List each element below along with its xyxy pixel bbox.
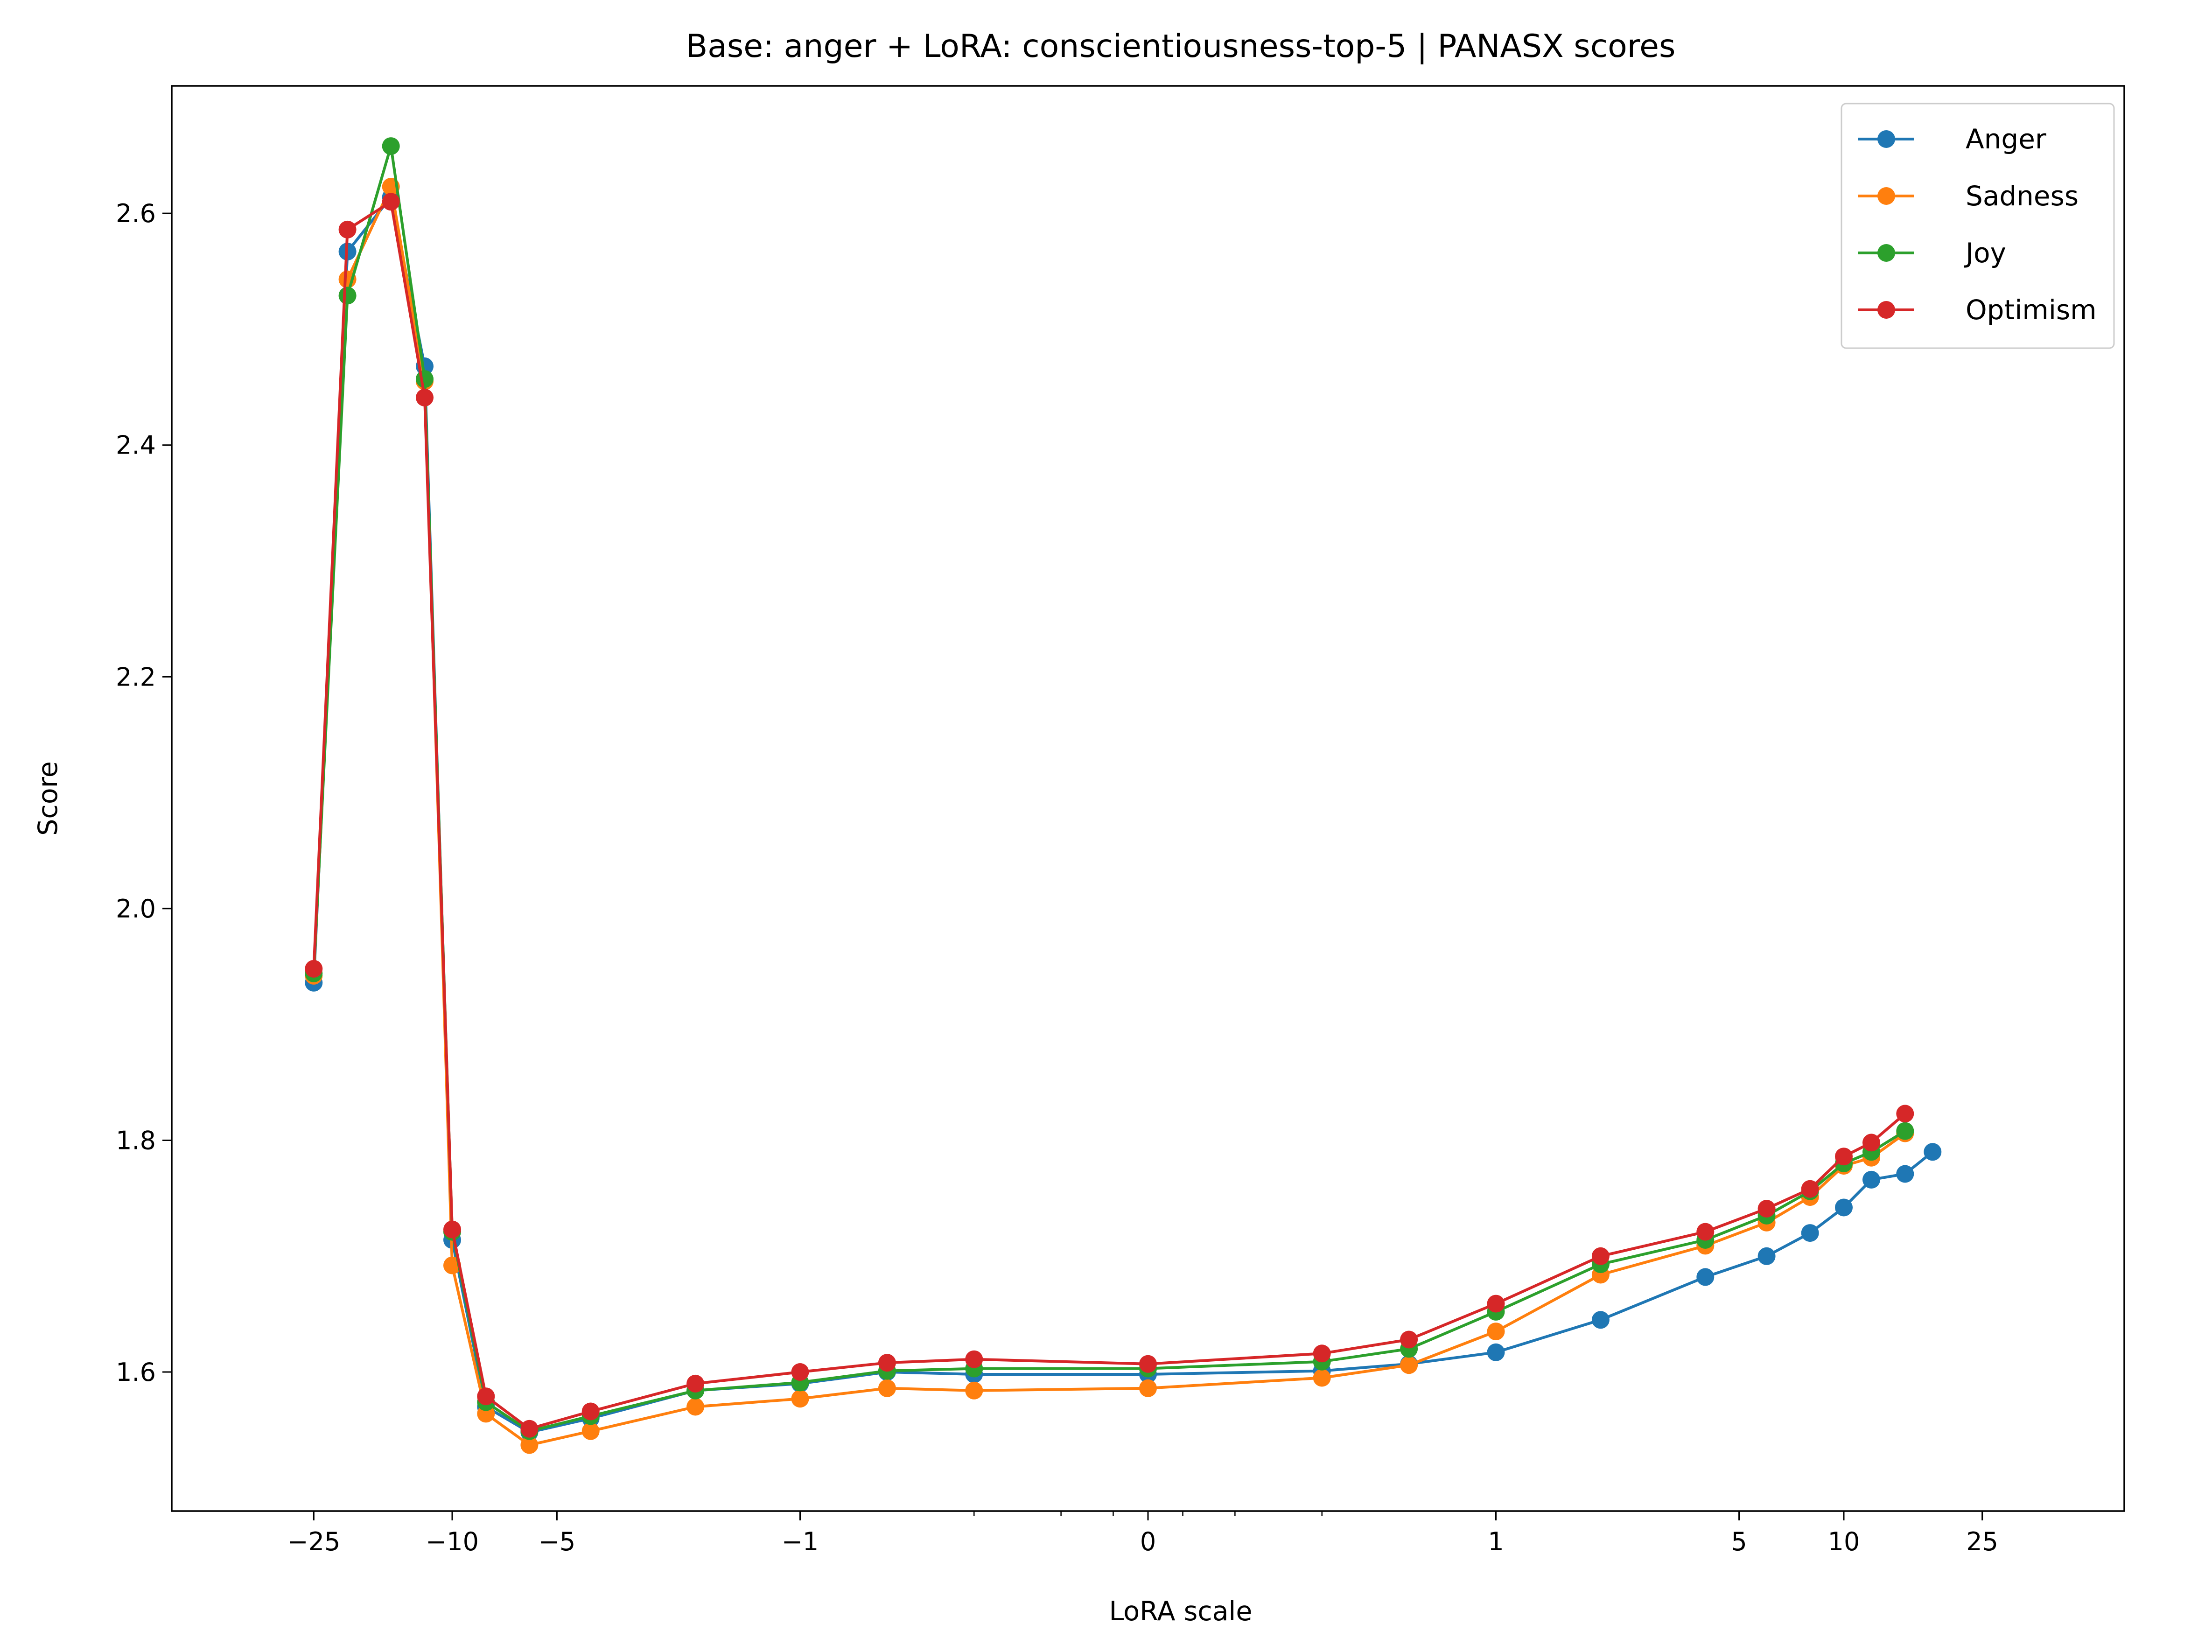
plot-frame [171,85,2125,1512]
data-point [1862,1170,1880,1189]
legend-marker [1877,244,1895,262]
data-point [791,1363,809,1381]
data-point [1591,1247,1610,1265]
data-point [520,1436,539,1454]
data-point [1835,1198,1853,1217]
x-tick-label: 25 [1966,1527,1998,1556]
x-tick-label: 5 [1731,1527,1747,1556]
data-point [1487,1343,1505,1361]
data-point [382,193,400,211]
x-axis-ticks: −25 −10 −5 −1 0 1 5 10 25 [287,1511,1998,1556]
y-tick-label: 1.8 [116,1126,156,1155]
data-point [1835,1148,1853,1166]
data-point [1139,1355,1157,1373]
x-tick-label: −5 [539,1527,576,1556]
data-point [965,1350,983,1368]
data-point [1400,1356,1418,1374]
legend-item: Optimism [1858,294,2097,326]
data-point [1400,1330,1418,1349]
data-point [382,137,400,155]
data-point [1313,1369,1331,1387]
chart-title: Base: anger + LoRA: conscientiousness-to… [686,28,1676,65]
series-optimism [305,193,1914,1438]
data-point [686,1398,705,1416]
data-point [520,1420,539,1438]
x-tick-label: −25 [287,1527,340,1556]
data-point [878,1354,896,1372]
data-point [1801,1224,1819,1242]
data-point [338,220,357,238]
legend-label: Anger [1966,123,2046,155]
data-point [1896,1165,1914,1183]
y-axis-label: Score [33,761,63,836]
data-point [1313,1344,1331,1363]
data-point [338,287,357,305]
data-point [1924,1143,1942,1161]
x-tick-label: −1 [782,1527,819,1556]
legend-item: Joy [1858,237,2006,269]
data-point [1896,1105,1914,1123]
legend-label: Sadness [1966,180,2079,212]
x-tick-label: 0 [1140,1527,1156,1556]
data-point [1487,1323,1505,1341]
data-point [791,1390,809,1408]
data-point [965,1381,983,1400]
legend-label: Joy [1964,237,2006,269]
data-point [477,1387,495,1406]
data-point [416,388,434,406]
data-point [581,1422,600,1440]
legend: Anger Sadness Joy Optimism [1841,103,2115,349]
data-point [1487,1295,1505,1313]
data-point [305,960,323,978]
data-point [1591,1311,1610,1329]
x-axis-label: LoRA scale [1109,1596,1253,1627]
data-point [1862,1134,1880,1152]
y-tick-label: 2.6 [116,199,156,228]
y-tick-label: 2.2 [116,662,156,692]
legend-marker [1877,301,1895,319]
x-tick-label: −10 [426,1527,479,1556]
y-tick-label: 1.6 [116,1358,156,1387]
x-tick-label: 10 [1828,1527,1860,1556]
data-point [1696,1223,1715,1241]
legend-label: Optimism [1966,294,2097,326]
data-point [1139,1379,1157,1397]
legend-marker [1877,130,1895,148]
legend-item: Sadness [1858,180,2079,212]
y-axis-ticks: 1.6 1.8 2.0 2.2 2.4 2.6 [116,199,172,1387]
data-point [878,1379,896,1397]
legend-marker [1877,187,1895,205]
data-point [443,1220,461,1239]
data-point [581,1402,600,1421]
x-tick-label: 1 [1488,1527,1504,1556]
data-point [686,1374,705,1393]
series-layer [305,137,1942,1454]
data-point [416,370,434,388]
y-tick-label: 2.0 [116,894,156,924]
data-point [1896,1122,1914,1140]
data-point [1757,1200,1776,1218]
data-point [1757,1247,1776,1265]
data-point [1696,1268,1715,1286]
legend-item: Anger [1858,123,2046,155]
legend-frame [1841,103,2115,349]
y-tick-label: 2.4 [116,431,156,460]
data-point [1801,1180,1819,1198]
